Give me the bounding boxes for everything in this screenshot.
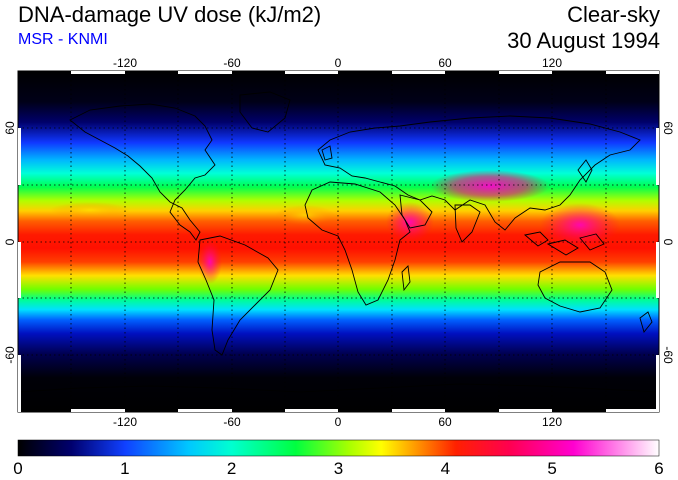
- colorbar-label-1: 1: [120, 459, 129, 478]
- map-frame: [17, 70, 660, 413]
- lon-tick-top-4: 60: [438, 56, 452, 70]
- lon-labels-bottom: -120 -60 0 60 120: [113, 415, 562, 429]
- colorbar-labels: 0 1 2 3 4 5 6: [13, 459, 663, 478]
- lat-tick-right-2: 0: [661, 239, 675, 246]
- lon-tick-bottom-3: 0: [335, 415, 342, 429]
- lon-tick-bottom-1: -120: [113, 415, 137, 429]
- lon-tick-top-2: -60: [223, 56, 241, 70]
- sky-condition-label: Clear-sky: [567, 2, 660, 27]
- colorbar-label-2: 2: [227, 459, 236, 478]
- lon-tick-bottom-5: 120: [542, 415, 562, 429]
- lon-labels-top: -120 -60 0 60 120: [113, 56, 562, 70]
- uv-field: [18, 71, 659, 412]
- lat-tick-left-3: -60: [3, 346, 17, 364]
- date-label: 30 August 1994: [507, 28, 660, 53]
- lat-tick-right-3: -60: [661, 346, 675, 364]
- lon-tick-top-3: 0: [335, 56, 342, 70]
- source-label: MSR - KNMI: [18, 31, 108, 48]
- colorbar-label-3: 3: [334, 459, 343, 478]
- lat-tick-left-2: 0: [3, 238, 17, 245]
- lon-tick-top-5: 120: [542, 56, 562, 70]
- chart-title: DNA-damage UV dose (kJ/m2): [18, 2, 322, 27]
- lat-labels-right: 60 0 -60: [661, 121, 675, 364]
- lon-tick-bottom-2: -60: [223, 415, 241, 429]
- colorbar-scale: [17, 439, 660, 457]
- lon-tick-top-1: -120: [113, 56, 137, 70]
- colorbar-label-4: 4: [441, 459, 450, 478]
- colorbar-label-6: 6: [654, 459, 663, 478]
- colorbar-label-0: 0: [13, 459, 22, 478]
- lat-tick-left-1: 60: [3, 121, 17, 135]
- graticule: [18, 71, 659, 412]
- lat-labels-left: 60 0 -60: [3, 121, 17, 364]
- coastlines: [18, 91, 659, 393]
- lon-tick-bottom-4: 60: [438, 415, 452, 429]
- colorbar: 0 1 2 3 4 5 6: [13, 439, 664, 478]
- colorbar-label-5: 5: [547, 459, 556, 478]
- lat-tick-right-1: 60: [661, 121, 675, 135]
